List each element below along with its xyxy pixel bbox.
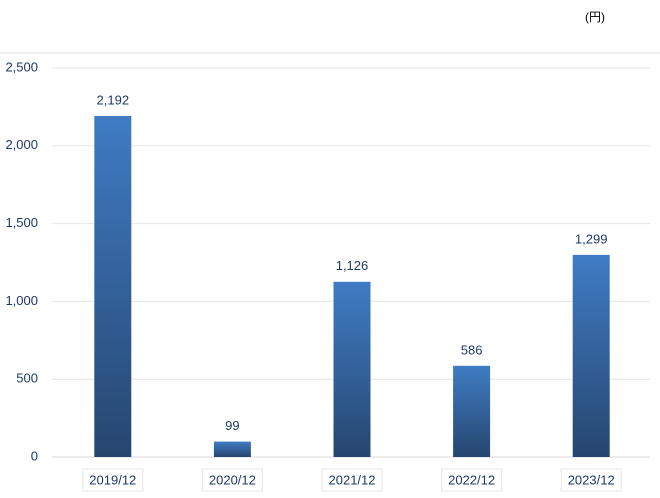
y-tick-label: 2,500	[5, 59, 38, 74]
bar	[213, 441, 251, 457]
x-tick-label: 2022/12	[448, 472, 495, 487]
y-tick-label: 0	[31, 448, 38, 463]
x-tick-label: 2023/12	[568, 472, 615, 487]
x-tick-box	[441, 468, 503, 492]
x-tick-label: 2019/12	[89, 472, 136, 487]
bar	[453, 365, 491, 457]
unit-label: (円)	[585, 10, 605, 24]
y-tick-label: 500	[16, 371, 38, 386]
x-tick-box	[201, 468, 263, 492]
y-tick-label: 2,000	[5, 137, 38, 152]
data-label: 1,299	[575, 231, 608, 246]
y-tick-label: 1,500	[5, 215, 38, 230]
data-label: 1,126	[336, 258, 369, 273]
data-label: 586	[461, 342, 483, 357]
bar	[333, 281, 371, 457]
data-label: 99	[225, 418, 239, 433]
data-label: 2,192	[97, 92, 130, 107]
y-tick-label: 1,000	[5, 293, 38, 308]
bar	[572, 254, 610, 457]
x-tick-box	[82, 468, 144, 492]
x-tick-box	[560, 468, 622, 492]
x-tick-label: 2021/12	[329, 472, 376, 487]
x-tick-box	[321, 468, 383, 492]
x-tick-label: 2020/12	[209, 472, 256, 487]
bar	[94, 115, 132, 457]
